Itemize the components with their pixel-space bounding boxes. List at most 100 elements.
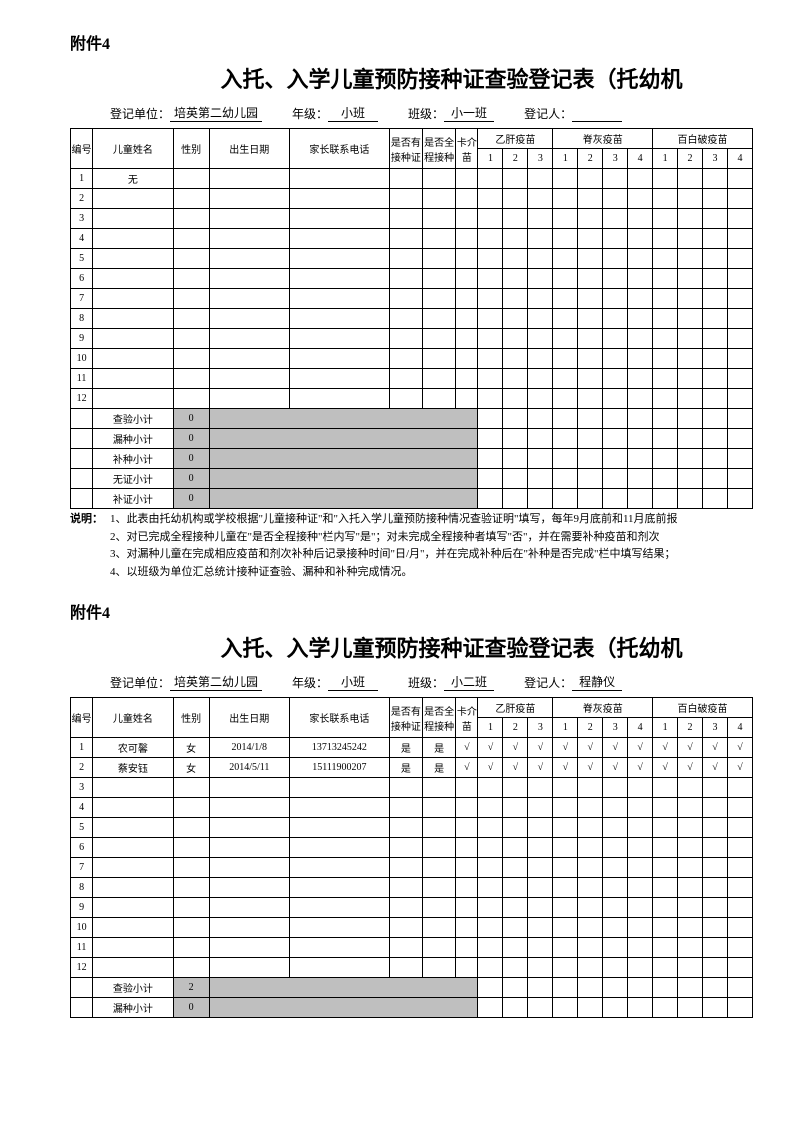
cell bbox=[456, 169, 478, 189]
cell bbox=[702, 189, 727, 209]
cell bbox=[603, 249, 628, 269]
cell bbox=[93, 189, 173, 209]
cell bbox=[727, 349, 752, 369]
cell bbox=[727, 878, 752, 898]
table-row: 12 bbox=[71, 389, 753, 409]
cell bbox=[603, 798, 628, 818]
dose-num: 1 bbox=[653, 718, 678, 738]
cell: √ bbox=[528, 738, 553, 758]
cell bbox=[456, 798, 478, 818]
cell bbox=[678, 798, 703, 818]
cell bbox=[93, 838, 173, 858]
cell bbox=[678, 169, 703, 189]
cell bbox=[528, 918, 553, 938]
col-yigan: 乙肝疫苗 bbox=[478, 698, 553, 718]
cell bbox=[456, 229, 478, 249]
cell bbox=[628, 818, 653, 838]
cell: √ bbox=[678, 738, 703, 758]
cell bbox=[478, 918, 503, 938]
cell bbox=[478, 958, 503, 978]
cell bbox=[702, 838, 727, 858]
cell bbox=[478, 389, 503, 409]
cell bbox=[289, 349, 389, 369]
cell bbox=[423, 169, 456, 189]
cell bbox=[702, 878, 727, 898]
cell bbox=[423, 898, 456, 918]
cell bbox=[289, 289, 389, 309]
cell bbox=[478, 229, 503, 249]
col-jihui: 脊灰疫苗 bbox=[553, 129, 653, 149]
table-row: 2蔡安钰女2014/5/1115111900207是是√√√√√√√√√√√√ bbox=[71, 758, 753, 778]
cell bbox=[628, 958, 653, 978]
cell bbox=[553, 778, 578, 798]
cell: 3 bbox=[71, 778, 93, 798]
cell: √ bbox=[603, 738, 628, 758]
cell bbox=[578, 938, 603, 958]
cell bbox=[727, 289, 752, 309]
cell: 女 bbox=[173, 738, 209, 758]
cell bbox=[628, 209, 653, 229]
cell bbox=[528, 838, 553, 858]
cell bbox=[702, 309, 727, 329]
cell bbox=[423, 329, 456, 349]
cell bbox=[93, 369, 173, 389]
cell bbox=[209, 878, 289, 898]
cell bbox=[678, 818, 703, 838]
cell: √ bbox=[653, 738, 678, 758]
cell bbox=[528, 289, 553, 309]
cell bbox=[702, 898, 727, 918]
cell bbox=[423, 389, 456, 409]
cell bbox=[389, 249, 422, 269]
cell bbox=[93, 798, 173, 818]
cell bbox=[478, 169, 503, 189]
cell bbox=[578, 209, 603, 229]
cell bbox=[702, 858, 727, 878]
table-row: 11 bbox=[71, 938, 753, 958]
cell bbox=[578, 778, 603, 798]
cell bbox=[503, 918, 528, 938]
cell bbox=[578, 858, 603, 878]
col-bbp: 百白破疫苗 bbox=[653, 129, 753, 149]
cell bbox=[289, 389, 389, 409]
cell bbox=[628, 838, 653, 858]
cell bbox=[603, 349, 628, 369]
cell bbox=[478, 209, 503, 229]
cell bbox=[702, 798, 727, 818]
cell bbox=[653, 369, 678, 389]
cell bbox=[423, 229, 456, 249]
cell bbox=[289, 838, 389, 858]
cell bbox=[209, 309, 289, 329]
col-bbp: 百白破疫苗 bbox=[653, 698, 753, 718]
cell bbox=[173, 309, 209, 329]
cell: 13713245242 bbox=[289, 738, 389, 758]
dose-num: 4 bbox=[727, 718, 752, 738]
cell bbox=[603, 309, 628, 329]
cell bbox=[478, 369, 503, 389]
cell: √ bbox=[727, 758, 752, 778]
cell bbox=[389, 189, 422, 209]
cell bbox=[628, 289, 653, 309]
table-row: 8 bbox=[71, 309, 753, 329]
cell bbox=[209, 778, 289, 798]
cell: 8 bbox=[71, 878, 93, 898]
cell bbox=[503, 249, 528, 269]
cell bbox=[503, 169, 528, 189]
cell bbox=[578, 838, 603, 858]
cell bbox=[423, 189, 456, 209]
cell bbox=[503, 289, 528, 309]
cell bbox=[653, 189, 678, 209]
cell bbox=[678, 209, 703, 229]
cell bbox=[553, 798, 578, 818]
grade-value: 小班 bbox=[328, 673, 378, 691]
cell bbox=[456, 349, 478, 369]
cell bbox=[678, 778, 703, 798]
cell bbox=[93, 958, 173, 978]
table-row: 4 bbox=[71, 798, 753, 818]
cell bbox=[578, 249, 603, 269]
cell bbox=[653, 209, 678, 229]
cell: 无 bbox=[93, 169, 173, 189]
cell bbox=[456, 289, 478, 309]
cell bbox=[503, 329, 528, 349]
cell bbox=[173, 249, 209, 269]
cell bbox=[423, 778, 456, 798]
